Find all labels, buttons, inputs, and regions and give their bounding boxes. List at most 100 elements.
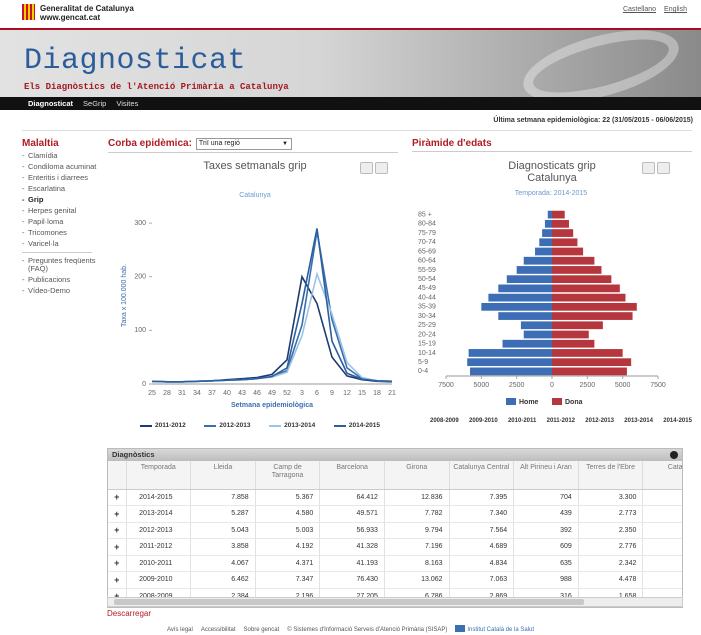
bar <box>467 358 552 367</box>
expand-button[interactable]: + <box>108 505 127 523</box>
season-link[interactable]: 2010-2011 <box>507 418 537 424</box>
bar <box>552 210 565 219</box>
line-series <box>151 271 393 383</box>
bar <box>552 312 633 320</box>
footer-link[interactable]: Avís legal <box>166 627 193 633</box>
footer-link[interactable]: Accessibilitat <box>200 627 236 633</box>
export-buttons[interactable] <box>358 162 388 174</box>
line-series <box>151 231 393 383</box>
expand-button[interactable]: + <box>108 538 127 556</box>
x-tick-label: 46 <box>253 390 261 397</box>
x-tick-label: 40 <box>223 390 231 397</box>
legend-label: 2011-2012 <box>155 422 186 429</box>
bar <box>535 247 552 256</box>
table-row: +2014-2015 7.858 5.367 64.412 12.836 7.395 704… <box>108 489 682 506</box>
table-cell: 7.347 <box>255 571 321 589</box>
sidebar-item[interactable]: Herpes genital <box>22 207 102 216</box>
x-tick-label: 6 <box>315 390 319 397</box>
nav-item[interactable]: SeGrip <box>83 99 107 108</box>
table-cell: 392 <box>513 522 579 539</box>
bar <box>547 210 552 219</box>
y-tick-label: 85 + <box>418 211 432 218</box>
table-cell: 2011-2012 <box>126 538 192 556</box>
y-tick-label: 70-74 <box>418 239 436 246</box>
footer-link[interactable]: © Sistemes d'Informació Serveis d'Atenci… <box>287 627 448 633</box>
sidebar-item[interactable]: Papil·loma <box>22 218 102 227</box>
sidebar-item[interactable]: Enteritis i diarrees <box>22 174 102 183</box>
table-cell: 7.196 <box>384 538 450 556</box>
export-buttons[interactable] <box>640 162 670 174</box>
bar <box>552 266 602 274</box>
table-cell: 4.580 <box>255 505 321 523</box>
legend-item[interactable]: 2014-2015 <box>333 422 380 429</box>
legend-item[interactable]: 2011-2012 <box>140 422 186 429</box>
y-tick-label: 200 <box>134 274 146 281</box>
sidebar-item[interactable]: Clamídia <box>22 152 102 161</box>
table-cell: 7.564 <box>449 522 515 539</box>
x-tick-label: 12 <box>343 390 351 397</box>
x-tick-label: 0 <box>550 382 554 389</box>
scroll-thumb[interactable] <box>114 599 584 605</box>
season-link[interactable]: 2011-2012 <box>546 418 575 424</box>
section-heading: Piràmide d'edats <box>412 138 692 152</box>
sidebar-item[interactable]: Escarlatina <box>22 185 102 194</box>
table-cell: 64.412 <box>319 489 385 506</box>
legend-item[interactable]: 2013-2014 <box>269 422 315 429</box>
table-cell: 988 <box>513 571 579 589</box>
table-panel: Diagnòstics Temporada Lleida Camp de Tarra… <box>107 448 683 608</box>
column-header: Girona <box>384 461 450 490</box>
expand-button[interactable]: + <box>108 522 127 539</box>
bar <box>552 349 623 357</box>
table-cell: 3.300 <box>578 489 644 506</box>
table-title-bar: Diagnòstics <box>108 449 682 461</box>
y-tick-label: 80-84 <box>418 221 436 228</box>
scrollbar[interactable] <box>107 597 683 607</box>
banner-image <box>515 30 687 97</box>
x-tick-label: 52 <box>283 390 291 397</box>
column-header: Lleida <box>190 461 256 490</box>
y-tick-label: 65-69 <box>418 248 436 255</box>
table-cell: 7.340 <box>449 505 515 523</box>
bar <box>523 256 552 265</box>
sidebar: Malaltia Clamídia Condiloma acuminat Enter… <box>22 138 102 298</box>
legend-item[interactable]: 2012-2013 <box>204 422 250 429</box>
bar <box>552 367 627 376</box>
season-link[interactable]: 2008-2009 <box>430 418 459 424</box>
lang-link[interactable]: Castellano <box>622 6 657 13</box>
y-tick-label: 60-64 <box>418 258 436 265</box>
season-link[interactable]: 2014-2015 <box>663 418 692 424</box>
y-tick-label: 30-34 <box>418 313 436 320</box>
nav-item[interactable]: Diagnosticat <box>28 99 74 108</box>
season-link[interactable]: 2009-2010 <box>468 418 498 424</box>
ics-logo[interactable]: Institut Català de la Salut <box>455 625 535 633</box>
sidebar-item[interactable]: Condiloma acuminat <box>22 163 102 172</box>
bar <box>498 312 552 320</box>
ics-name: Institut Català de la Salut <box>467 627 535 633</box>
season-link[interactable]: 2013-2014 <box>624 418 653 424</box>
collapse-button[interactable] <box>670 451 678 459</box>
sidebar-items: Clamídia Condiloma acuminat Enteritis i di… <box>22 152 102 249</box>
table-cell: 8.163 <box>384 555 450 572</box>
region-select[interactable]: Triï una regió <box>195 138 292 150</box>
sidebar-link[interactable]: Vídeo-Demo <box>22 287 102 296</box>
org-url[interactable]: www.gencat.cat <box>40 13 101 22</box>
lang-link[interactable]: English <box>664 6 687 13</box>
table-row: +2009-2010 6.462 7.347 76.430 13.062 7.063 988… <box>108 571 682 589</box>
table-cell: 2014-2015 <box>126 489 192 506</box>
expand-button[interactable]: + <box>108 489 127 506</box>
legend-label: Home <box>519 399 539 406</box>
expand-button[interactable]: + <box>108 571 127 589</box>
footer-link[interactable]: Sobre gencat <box>243 627 280 633</box>
table-cell-empty <box>642 555 682 572</box>
download-link[interactable]: Descarregar <box>107 609 152 618</box>
nav-item[interactable]: Visites <box>116 99 139 108</box>
sidebar-item[interactable]: Varicel·la <box>22 240 102 249</box>
org-name: Generalitat de Catalunya <box>40 4 134 13</box>
sidebar-item[interactable]: Tricomones <box>22 229 102 238</box>
expand-button[interactable]: + <box>108 555 127 572</box>
season-link[interactable]: 2012-2013 <box>585 418 614 424</box>
y-tick-label: 20-24 <box>418 331 436 338</box>
sidebar-item[interactable]: Grip <box>22 196 102 205</box>
sidebar-link[interactable]: Publicacions <box>22 276 102 285</box>
sidebar-link[interactable]: Preguntes freqüents (FAQ) <box>22 257 102 273</box>
